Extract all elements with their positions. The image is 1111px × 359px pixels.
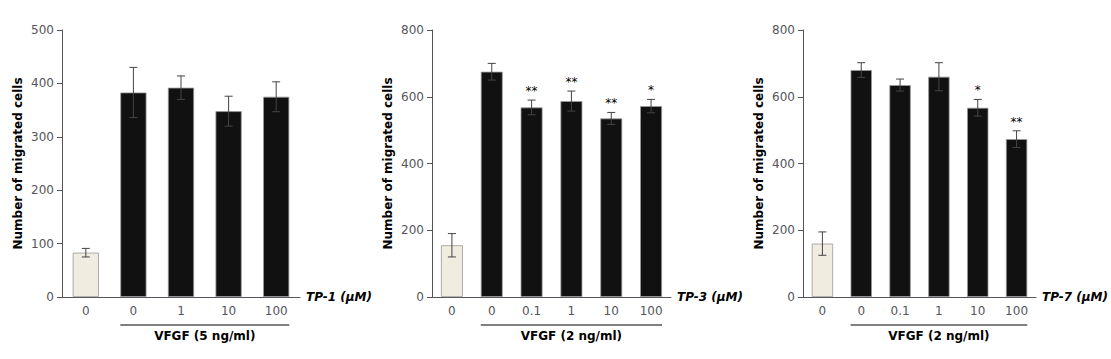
svg-text:800: 800 — [401, 23, 424, 37]
svg-text:*: * — [648, 83, 654, 97]
svg-text:TP-1 (μM): TP-1 (μM) — [306, 290, 372, 304]
svg-text:1: 1 — [568, 304, 576, 318]
svg-text:VFGF (2 ng/ml): VFGF (2 ng/ml) — [521, 329, 622, 343]
svg-text:0: 0 — [416, 290, 424, 304]
svg-text:200: 200 — [31, 183, 54, 197]
svg-text:300: 300 — [31, 130, 54, 144]
svg-text:Number of migrated cells: Number of migrated cells — [381, 77, 395, 249]
svg-text:0: 0 — [82, 304, 90, 318]
svg-text:0.1: 0.1 — [891, 304, 910, 318]
svg-text:400: 400 — [401, 157, 424, 171]
svg-text:600: 600 — [401, 90, 424, 104]
svg-text:0: 0 — [819, 304, 827, 318]
svg-text:VFGF (5 ng/ml): VFGF (5 ng/ml) — [154, 329, 255, 343]
svg-text:10: 10 — [221, 304, 236, 318]
svg-text:0: 0 — [488, 304, 496, 318]
svg-text:VFGF (2 ng/ml): VFGF (2 ng/ml) — [888, 329, 989, 343]
svg-text:**: ** — [605, 96, 617, 110]
svg-text:100: 100 — [1005, 304, 1028, 318]
svg-text:400: 400 — [31, 76, 54, 90]
svg-text:100: 100 — [31, 237, 54, 251]
svg-text:0.1: 0.1 — [522, 304, 541, 318]
svg-text:**: ** — [526, 84, 538, 98]
svg-text:1: 1 — [177, 304, 185, 318]
svg-text:**: ** — [1011, 115, 1023, 129]
svg-text:Number of migrated cells: Number of migrated cells — [11, 77, 25, 249]
svg-text:100: 100 — [640, 304, 663, 318]
svg-text:TP-7 (μM): TP-7 (μM) — [1042, 290, 1108, 304]
svg-text:400: 400 — [772, 157, 795, 171]
svg-text:*: * — [975, 83, 981, 97]
svg-text:100: 100 — [265, 304, 288, 318]
svg-text:0: 0 — [448, 304, 456, 318]
svg-text:10: 10 — [970, 304, 985, 318]
svg-text:600: 600 — [772, 90, 795, 104]
svg-text:0: 0 — [857, 304, 865, 318]
svg-text:0: 0 — [787, 290, 795, 304]
svg-text:200: 200 — [772, 223, 795, 237]
svg-text:800: 800 — [772, 23, 795, 37]
svg-text:500: 500 — [31, 23, 54, 37]
svg-text:1: 1 — [935, 304, 943, 318]
svg-text:**: ** — [565, 75, 577, 89]
svg-text:Number of migrated cells: Number of migrated cells — [752, 77, 766, 249]
svg-text:TP-3 (μM): TP-3 (μM) — [677, 290, 743, 304]
svg-text:200: 200 — [401, 223, 424, 237]
svg-text:0: 0 — [46, 290, 54, 304]
svg-text:10: 10 — [604, 304, 619, 318]
svg-text:0: 0 — [130, 304, 138, 318]
